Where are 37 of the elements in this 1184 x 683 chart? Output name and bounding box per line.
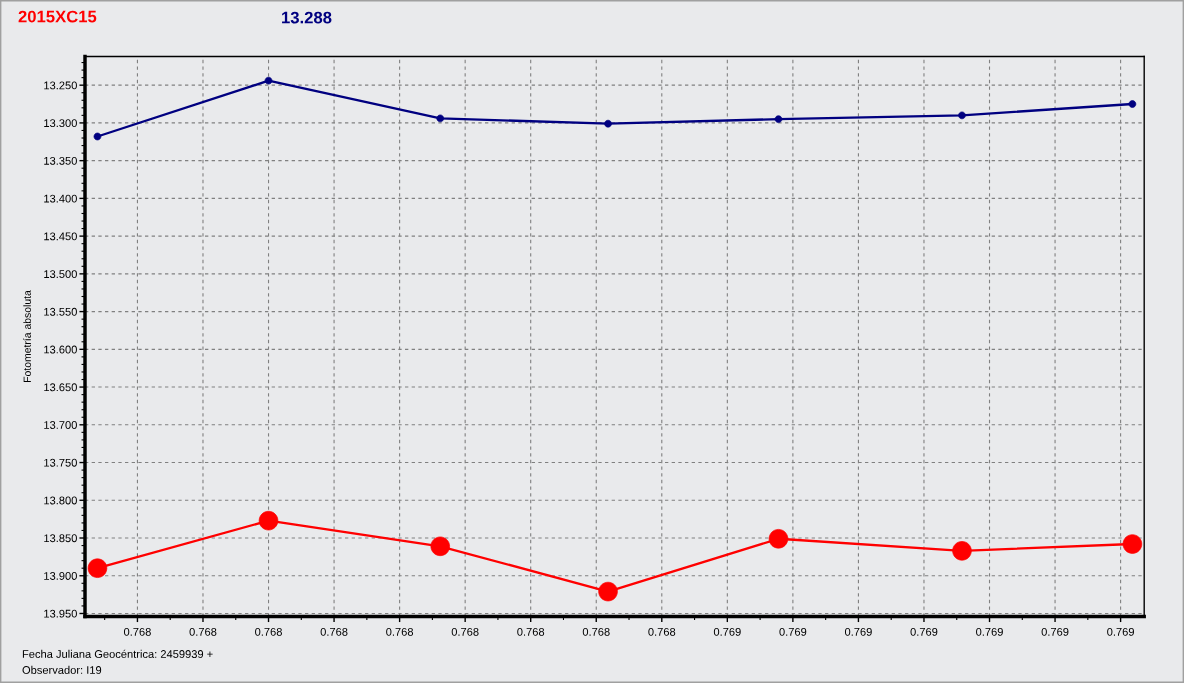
chart-title: 2015XC15 bbox=[18, 10, 97, 23]
x-tick-label: 0.768 bbox=[517, 627, 545, 636]
point bbox=[87, 558, 108, 578]
y-tick-label: 13.400 bbox=[44, 194, 77, 203]
y-tick-label: 13.950 bbox=[44, 609, 77, 618]
x-tick-label: 0.769 bbox=[910, 627, 938, 636]
y-tick-label: 13.900 bbox=[44, 572, 77, 580]
x-tick-label: 0.768 bbox=[123, 627, 151, 636]
y-tick-label: 13.650 bbox=[44, 383, 77, 392]
y-tick-label: 13.850 bbox=[44, 534, 77, 543]
chart-subtitle: 13.288 bbox=[282, 11, 332, 24]
y-tick-label: 13.700 bbox=[44, 421, 77, 429]
y-tick-label: 13.550 bbox=[44, 307, 77, 316]
x-tick-label: 0.769 bbox=[1107, 627, 1134, 636]
x-tick-label: 0.769 bbox=[976, 627, 1003, 636]
y-axis-title: Fotometría absoluta bbox=[23, 290, 31, 382]
x-tick-label: 0.768 bbox=[386, 627, 414, 636]
y-tick-label: 13.750 bbox=[44, 458, 77, 467]
y-tick-label: 13.300 bbox=[44, 119, 77, 128]
y-tick-label: 13.450 bbox=[44, 232, 77, 241]
x-tick-label: 0.768 bbox=[255, 627, 282, 636]
x-tick-label: 0.768 bbox=[582, 627, 610, 636]
y-tick-label: 13.250 bbox=[44, 81, 77, 90]
x-axis-title: Fecha Juliana Geocéntrica: 2459939 + bbox=[22, 649, 213, 658]
y-tick-label: 13.500 bbox=[44, 270, 77, 278]
x-tick-label: 0.768 bbox=[648, 627, 676, 636]
x-tick-label: 0.768 bbox=[320, 627, 348, 636]
y-tick-label: 13.600 bbox=[44, 345, 77, 354]
x-tick-label: 0.768 bbox=[189, 627, 217, 636]
x-tick-label: 0.769 bbox=[713, 627, 741, 636]
x-tick-label: 0.768 bbox=[451, 627, 479, 636]
x-tick-label: 0.769 bbox=[779, 627, 807, 636]
y-tick-label: 13.800 bbox=[44, 496, 77, 505]
x-tick-label: 0.769 bbox=[844, 627, 872, 636]
y-tick-label: 13.350 bbox=[44, 156, 77, 165]
x-tick-label: 0.769 bbox=[1041, 627, 1069, 636]
text: Observador: I19 bbox=[22, 665, 102, 674]
